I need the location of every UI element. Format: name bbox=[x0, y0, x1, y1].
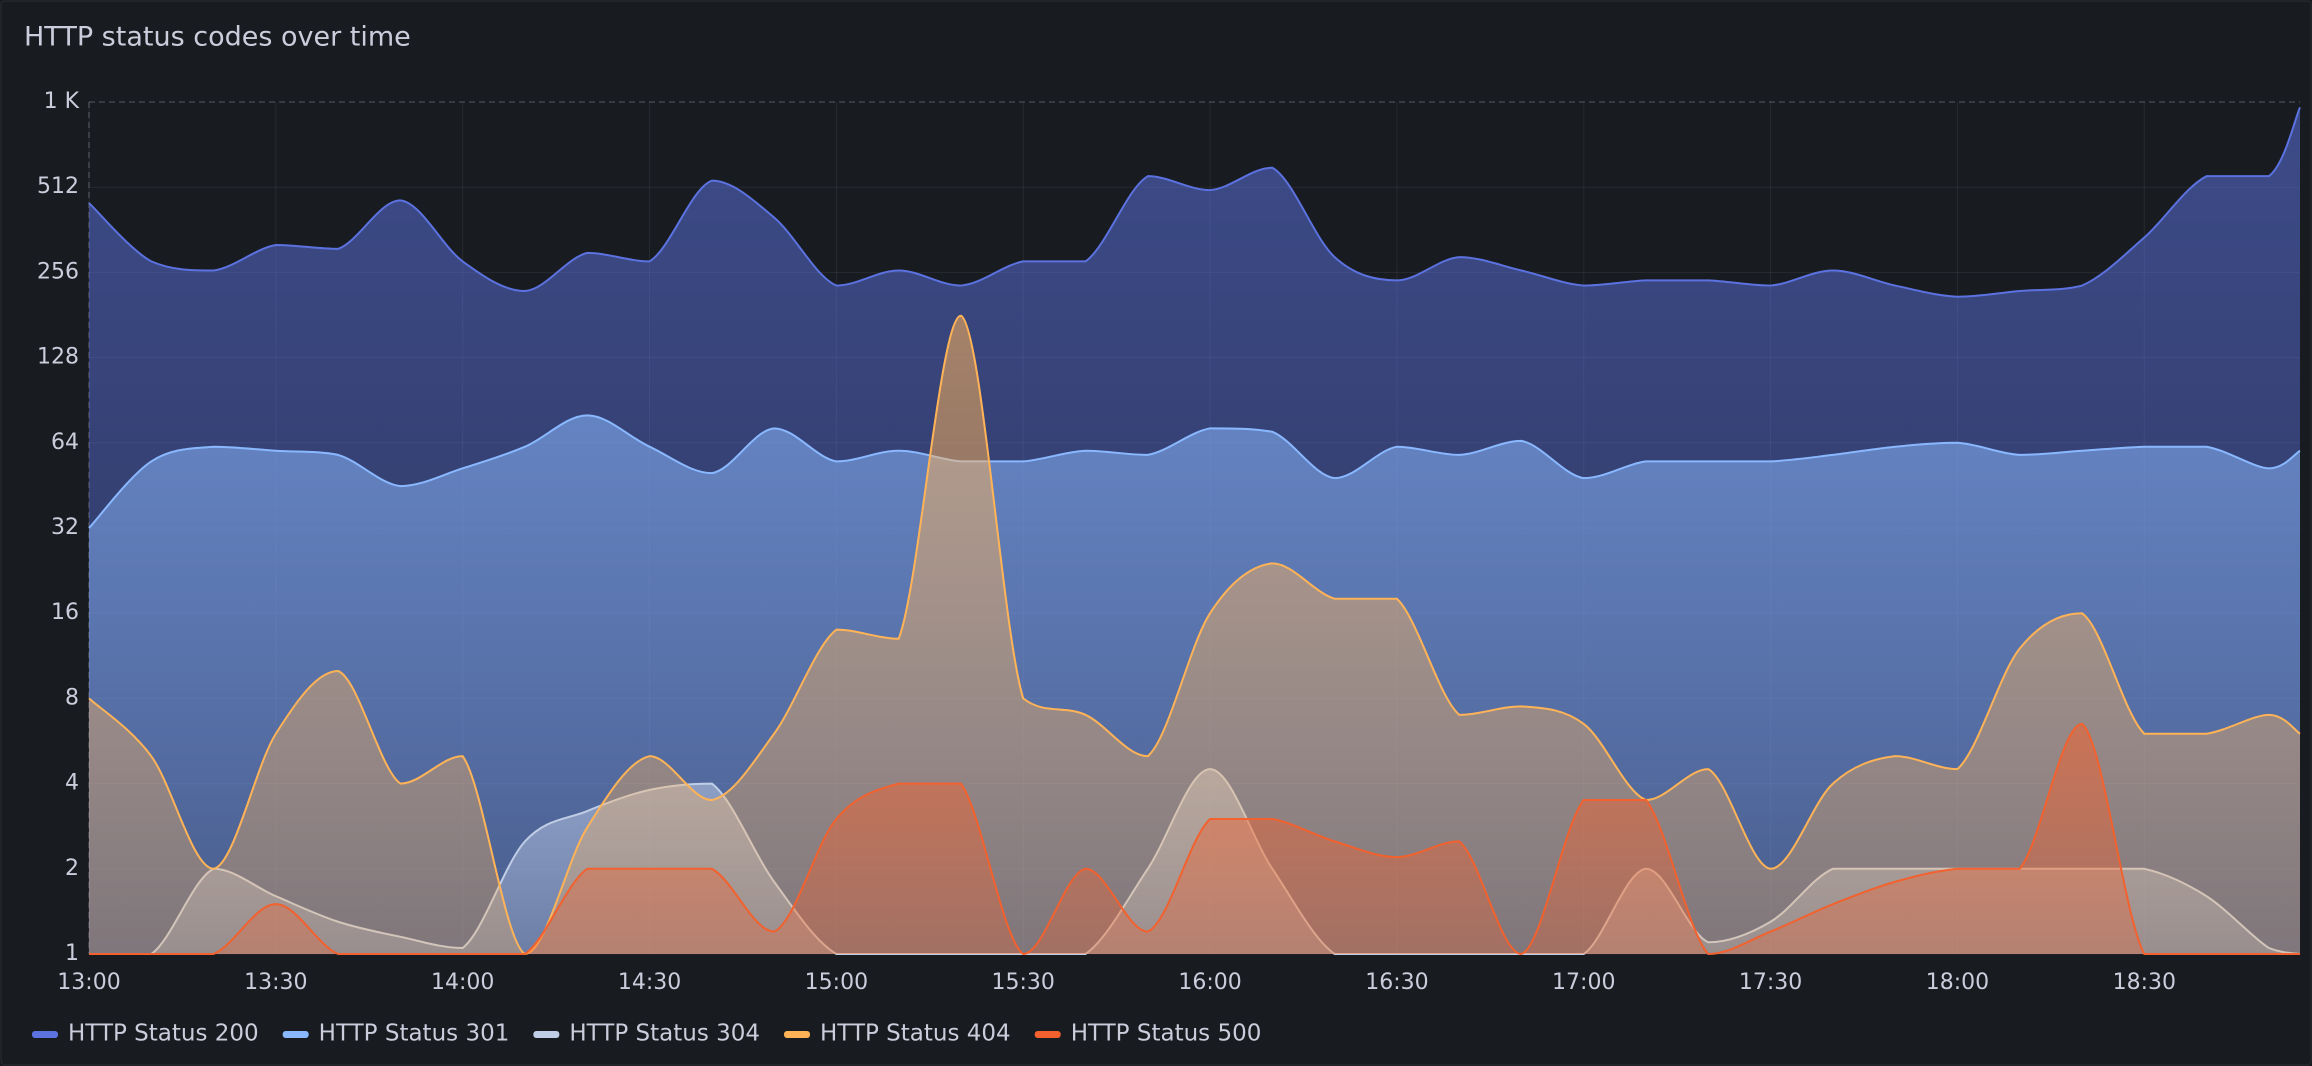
legend-swatch bbox=[784, 1031, 811, 1038]
x-tick-label: 13:00 bbox=[57, 970, 120, 995]
legend-label: HTTP Status 500 bbox=[1071, 1021, 1262, 1047]
y-tick-label: 64 bbox=[51, 430, 79, 455]
y-tick-label: 128 bbox=[37, 345, 79, 370]
legend-swatch bbox=[282, 1031, 309, 1038]
y-tick-label: 256 bbox=[37, 259, 79, 284]
chart-title: HTTP status codes over time bbox=[24, 22, 411, 53]
x-tick-label: 16:30 bbox=[1365, 970, 1428, 995]
series-line bbox=[89, 722, 2301, 956]
y-tick-label: 8 bbox=[65, 685, 79, 710]
y-tick-label: 32 bbox=[51, 515, 79, 540]
y-tick-label: 1 bbox=[65, 941, 79, 966]
x-tick-label: 15:30 bbox=[992, 970, 1055, 995]
series-area bbox=[89, 315, 2300, 954]
series-line bbox=[88, 314, 2301, 956]
y-tick-label: 2 bbox=[65, 856, 79, 881]
series-area bbox=[89, 723, 2300, 954]
legend-swatch bbox=[1034, 1031, 1061, 1038]
x-tick-label: 18:30 bbox=[2113, 970, 2176, 995]
legend-label: HTTP Status 301 bbox=[319, 1021, 510, 1047]
legend-label: HTTP Status 200 bbox=[68, 1021, 259, 1047]
y-tick-label: 1 K bbox=[44, 89, 80, 114]
x-tick-label: 14:30 bbox=[618, 970, 681, 995]
series-line bbox=[88, 106, 2301, 298]
x-tick-label: 16:00 bbox=[1178, 970, 1241, 995]
series-line bbox=[88, 414, 2301, 529]
x-tick-label: 17:00 bbox=[1552, 970, 1615, 995]
x-tick-label: 15:00 bbox=[805, 970, 868, 995]
x-tick-label: 14:00 bbox=[431, 970, 494, 995]
legend-swatch bbox=[533, 1031, 560, 1038]
legend-label: HTTP Status 404 bbox=[820, 1021, 1011, 1047]
x-tick-label: 13:30 bbox=[244, 970, 307, 995]
y-tick-label: 16 bbox=[51, 600, 79, 625]
y-tick-label: 512 bbox=[37, 174, 79, 199]
y-tick-label: 4 bbox=[65, 771, 79, 796]
legend-swatch bbox=[32, 1031, 58, 1038]
legend-label: HTTP Status 304 bbox=[569, 1021, 760, 1047]
x-tick-label: 18:00 bbox=[1926, 970, 1989, 995]
x-tick-label: 17:30 bbox=[1739, 970, 1802, 995]
